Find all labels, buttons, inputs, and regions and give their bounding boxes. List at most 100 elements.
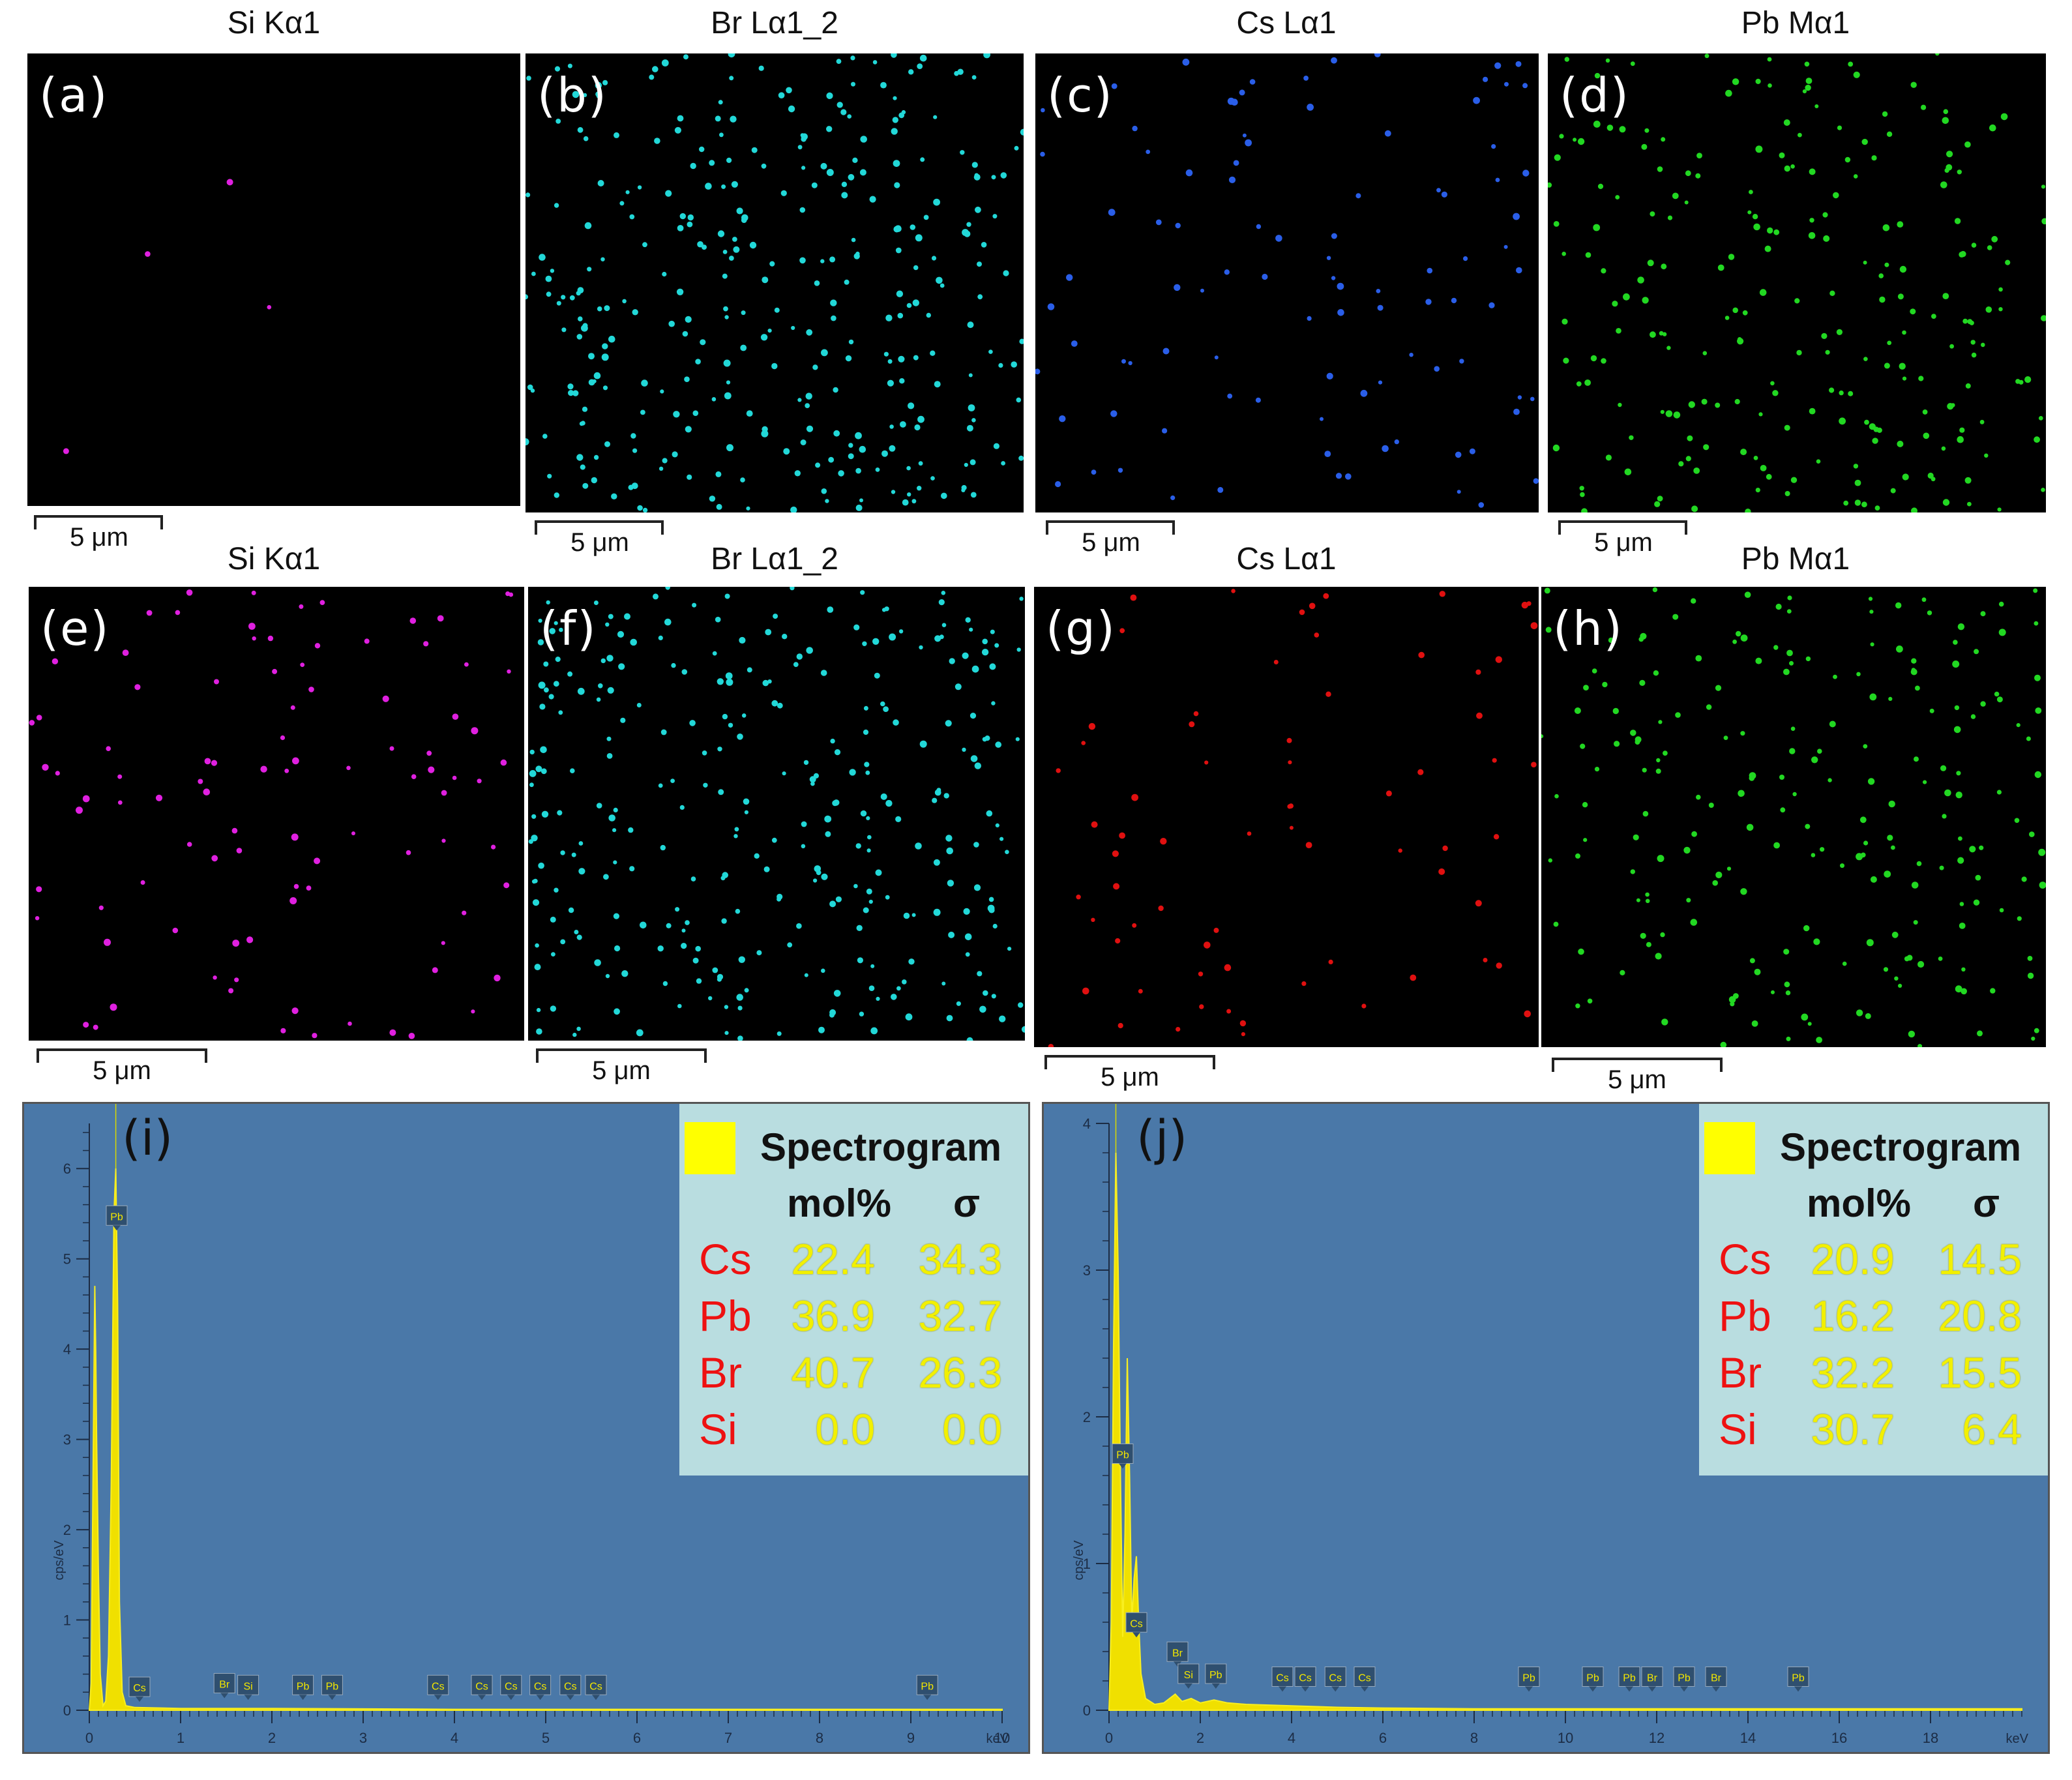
signal-dot xyxy=(1706,704,1712,710)
signal-dot xyxy=(621,970,629,977)
signal-dot xyxy=(1863,840,1869,846)
signal-dot xyxy=(717,678,724,685)
signal-dot xyxy=(709,160,715,166)
signal-dot xyxy=(1614,741,1620,747)
signal-dot xyxy=(1784,981,1790,988)
signal-dot xyxy=(1642,297,1649,304)
dot-layer xyxy=(1048,589,1538,1047)
signal-dot xyxy=(529,770,537,777)
signal-dot xyxy=(715,115,721,122)
peak-label: Si xyxy=(243,1681,252,1692)
legend-element: Cs xyxy=(1719,1235,1771,1283)
signal-dot xyxy=(971,665,979,673)
signal-dot xyxy=(1160,838,1167,845)
signal-dot xyxy=(1785,990,1791,996)
peak-label-box xyxy=(559,1674,582,1695)
signal-dot xyxy=(726,380,731,385)
signal-dot xyxy=(1911,658,1917,664)
signal-dot xyxy=(636,1029,644,1037)
signal-dot xyxy=(630,433,636,439)
signal-dot xyxy=(1513,408,1520,415)
signal-dot xyxy=(1650,331,1656,338)
signal-dot xyxy=(893,160,900,167)
x-tick-label: 6 xyxy=(633,1730,641,1746)
signal-dot xyxy=(1524,1010,1531,1018)
signal-dot xyxy=(1984,453,1989,458)
signal-dot xyxy=(582,482,589,489)
signal-dot xyxy=(1803,925,1810,932)
signal-dot xyxy=(1990,988,1996,994)
signal-dot xyxy=(1434,366,1440,372)
signal-dot xyxy=(1382,445,1389,452)
signal-dot xyxy=(1772,390,1779,396)
peak-label-pointer xyxy=(1331,1686,1340,1692)
signal-dot xyxy=(818,1026,825,1033)
signal-dot xyxy=(432,967,438,973)
signal-dot xyxy=(1794,298,1800,304)
signal-dot xyxy=(1204,760,1209,765)
signal-dot xyxy=(540,746,547,754)
signal-dot xyxy=(1504,82,1509,87)
signal-dot xyxy=(617,630,625,638)
signal-dot xyxy=(915,842,922,850)
signal-dot xyxy=(1871,155,1877,161)
signal-dot xyxy=(1999,908,2004,913)
signal-dot xyxy=(548,694,554,700)
signal-dot xyxy=(530,388,535,393)
signal-dot xyxy=(1331,276,1336,280)
signal-dot xyxy=(941,492,947,499)
signal-dot xyxy=(608,335,615,343)
peak-label-box xyxy=(1112,1444,1134,1464)
signal-dot xyxy=(1554,794,1559,799)
signal-dot xyxy=(1640,632,1647,640)
signal-dot xyxy=(1624,468,1632,476)
scale-bar-label: 5 μm xyxy=(93,1056,151,1085)
signal-dot xyxy=(560,850,565,855)
signal-dot xyxy=(1746,823,1754,831)
peak-label-pointer xyxy=(299,1695,307,1700)
eds-map-d: (d) xyxy=(1548,53,2046,512)
signal-dot xyxy=(826,126,833,132)
signal-dot xyxy=(1193,711,1199,717)
signal-dot xyxy=(1612,707,1619,715)
signal-dot xyxy=(42,764,49,771)
signal-dot xyxy=(613,913,619,919)
signal-dot xyxy=(740,344,747,351)
signal-dot xyxy=(1833,674,1837,679)
signal-dot xyxy=(931,256,937,261)
signal-dot xyxy=(848,443,853,448)
signal-dot xyxy=(1323,593,1329,599)
signal-dot xyxy=(2034,674,2041,681)
signal-dot xyxy=(597,306,602,312)
signal-dot xyxy=(1226,1009,1232,1014)
signal-dot xyxy=(1780,807,1786,813)
signal-dot xyxy=(754,853,760,859)
signal-dot xyxy=(494,974,501,982)
signal-dot xyxy=(938,599,945,606)
signal-dot xyxy=(708,996,713,1001)
signal-dot xyxy=(900,421,906,428)
signal-dot xyxy=(726,678,733,686)
signal-dot xyxy=(1927,610,1932,616)
signal-dot xyxy=(1717,264,1724,271)
signal-dot xyxy=(718,789,724,795)
signal-dot xyxy=(844,279,850,285)
signal-dot xyxy=(690,162,696,170)
signal-dot xyxy=(542,434,548,439)
signal-dot xyxy=(671,662,676,668)
signal-dot xyxy=(771,837,777,843)
signal-dot xyxy=(845,355,852,362)
signal-dot xyxy=(1616,328,1621,334)
signal-dot xyxy=(600,257,605,261)
peak-label: Cs xyxy=(1299,1673,1312,1684)
signal-dot xyxy=(1655,953,1662,960)
signal-dot xyxy=(2041,218,2046,225)
signal-dot xyxy=(847,114,851,119)
signal-dot xyxy=(1355,193,1361,199)
signal-dot xyxy=(793,662,799,667)
signal-dot xyxy=(1767,57,1772,62)
signal-dot xyxy=(1475,669,1481,675)
signal-dot xyxy=(863,907,869,913)
signal-dot xyxy=(1255,397,1261,403)
signal-dot xyxy=(872,60,878,65)
